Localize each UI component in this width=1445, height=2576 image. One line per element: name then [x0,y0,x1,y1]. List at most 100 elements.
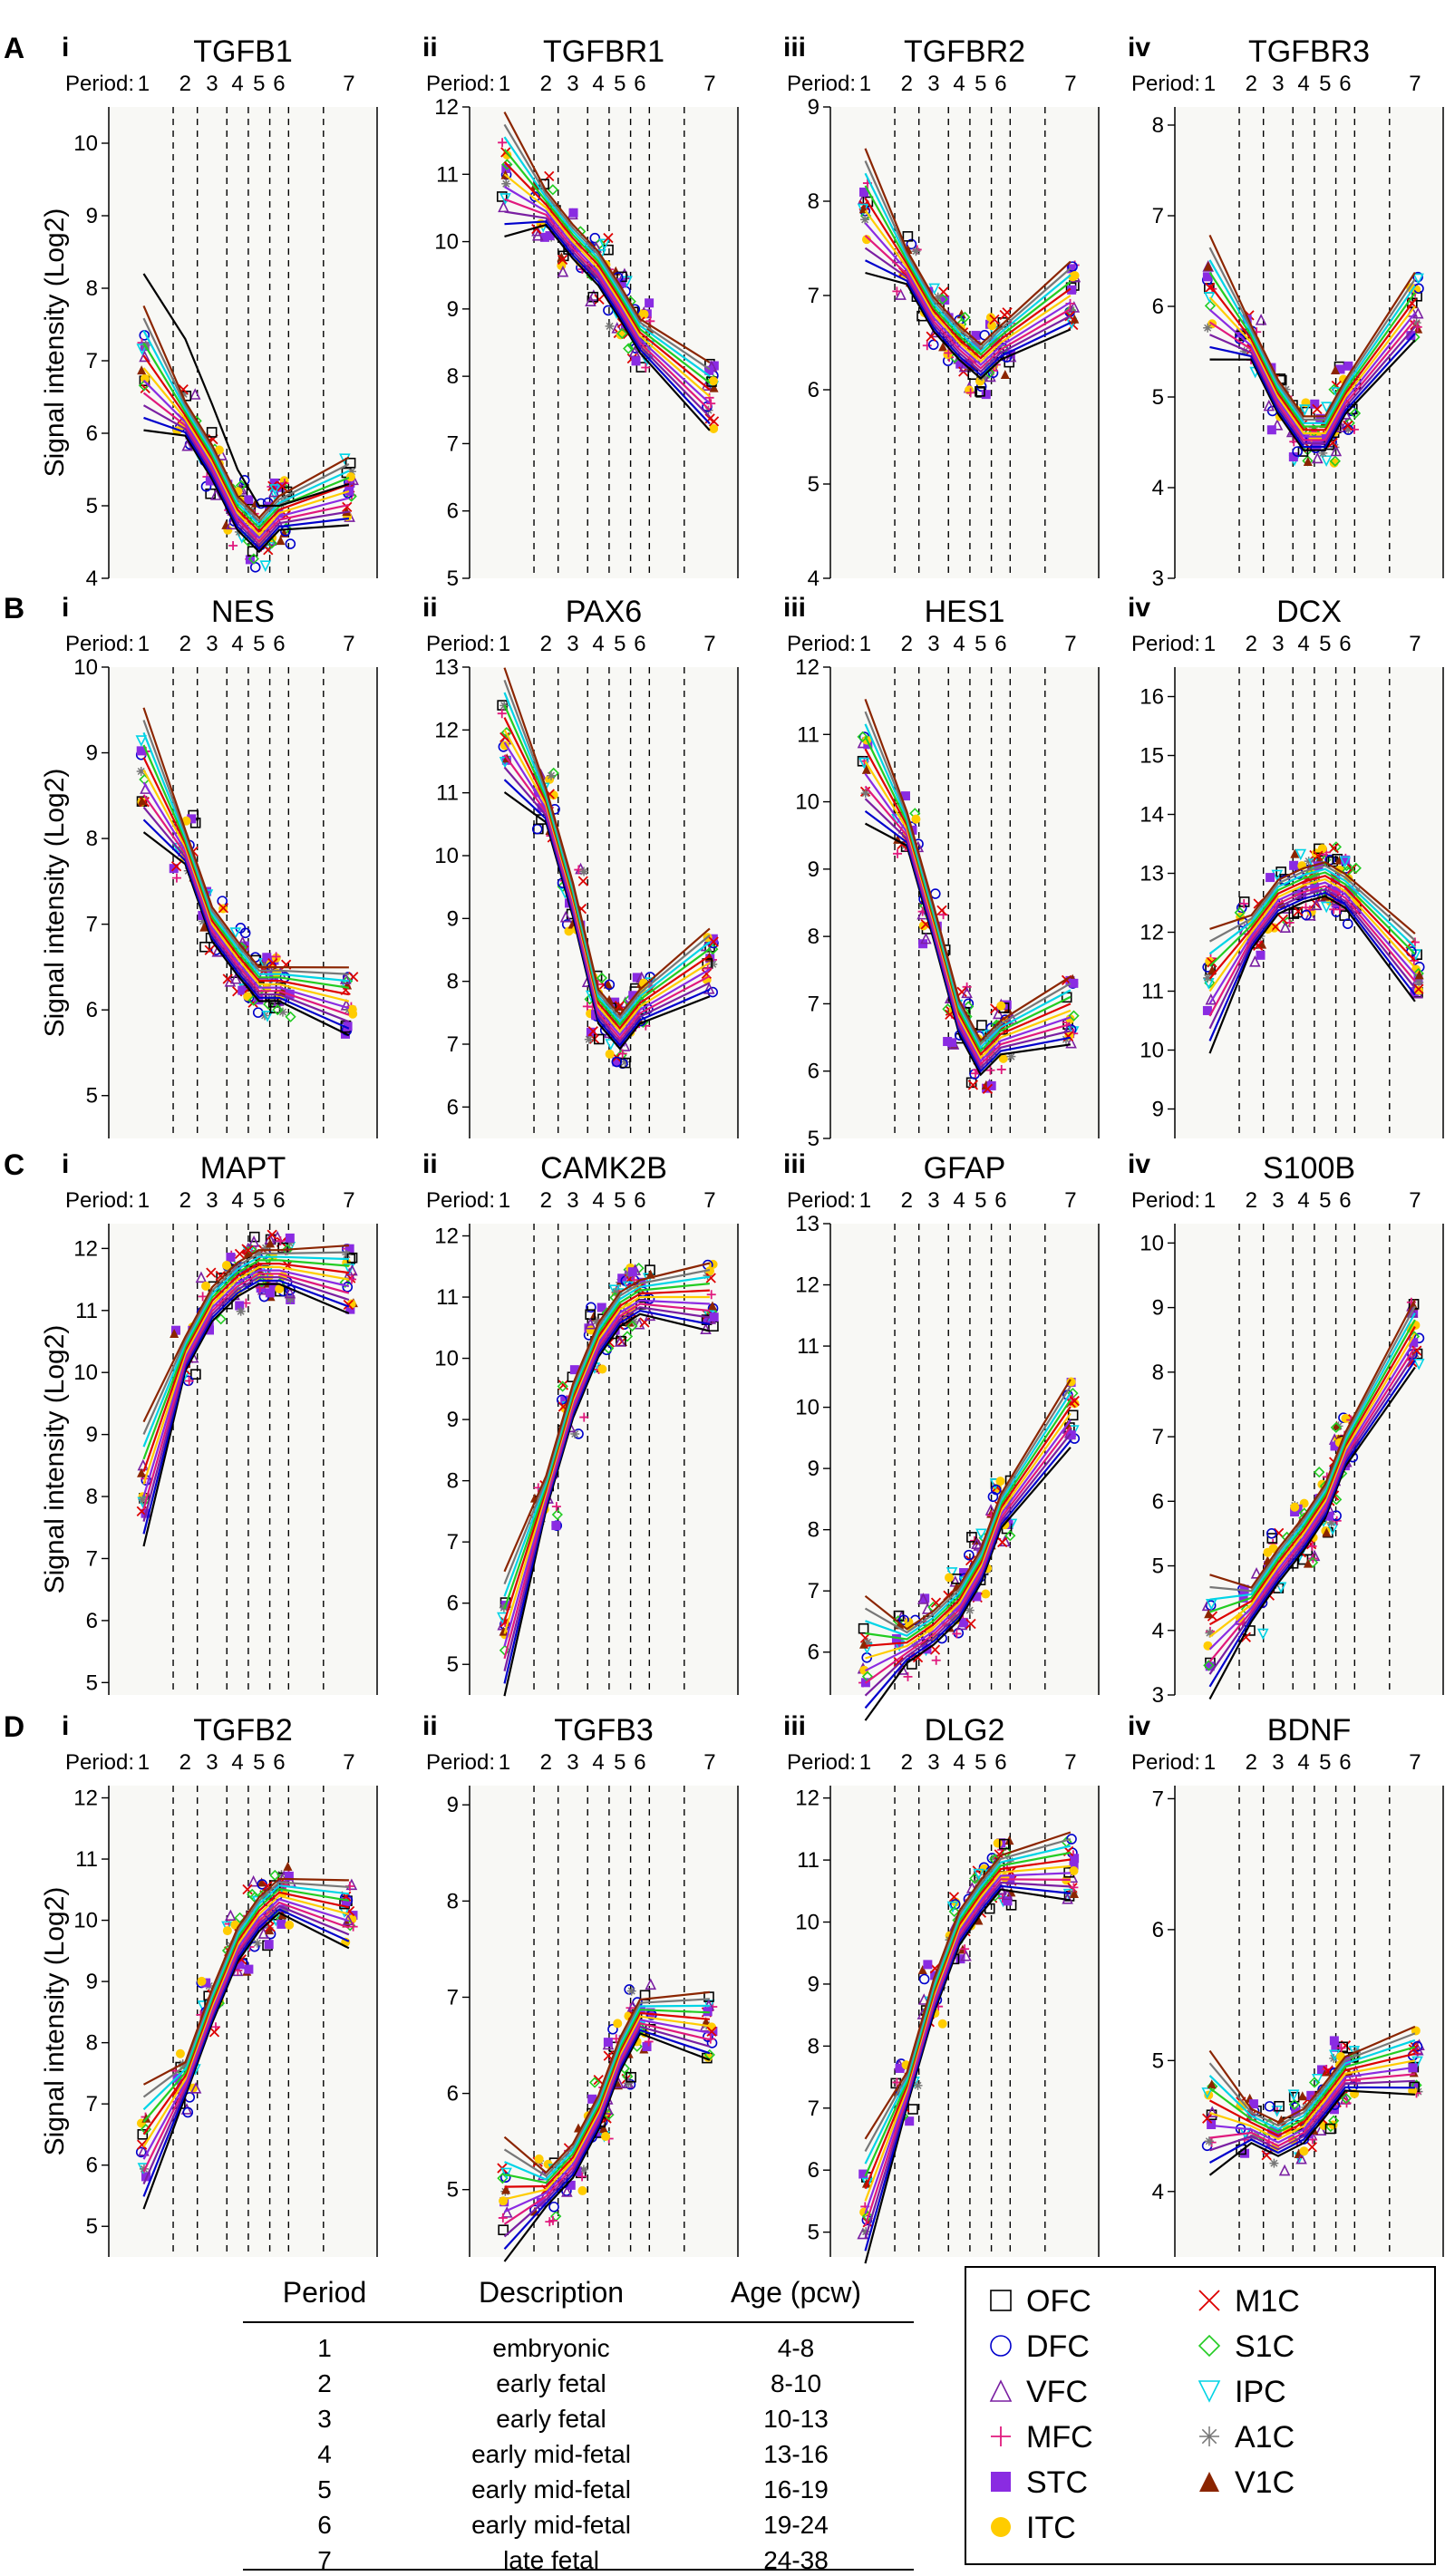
panel-title: TGFB2 [193,1713,293,1748]
series-line-v1c [1209,1299,1416,1589]
y-tick-label: 10 [73,131,98,156]
marker-ipc [136,344,149,355]
period-tick-3: 3 [206,1750,218,1775]
series-line-mfc [864,235,1072,370]
marker-m1c [557,254,568,266]
y-tick-label: 6 [86,1609,98,1633]
period-tick-2: 2 [901,632,913,656]
period-tick-6: 6 [1339,1188,1351,1213]
table-cell: early mid-fetal [471,2511,631,2539]
y-tick-label: 11 [75,1299,98,1323]
period-tick-6: 6 [994,1188,1006,1213]
marker-itc [577,2185,587,2195]
marker-s1c [247,553,259,565]
marker-itc [1317,844,1327,854]
marker-stc [551,1521,561,1531]
legend-item-m1c: M1C [1198,2284,1300,2319]
series-line-ipc [1209,1312,1416,1601]
marker-a1c [579,867,589,876]
marker-ofc [1275,867,1286,877]
series-line-vfc [864,247,1072,373]
marker-s1c [269,1869,281,1882]
series-line-m1c [1208,1326,1416,1626]
marker-mfc [1069,1883,1079,1893]
series-line-stc [504,2019,711,2213]
series-line-a1c [142,720,349,975]
marker-m1c [593,2075,604,2086]
marker-s1c [948,1905,960,1918]
marker-dfc [589,232,601,244]
series-line-s1c [1209,1319,1416,1613]
marker-ofc [1266,1533,1278,1544]
y-tick-label: 7 [808,2097,819,2121]
period-tick-5: 5 [253,1750,265,1775]
marker-s1c [621,1331,634,1342]
series-line-dfc [142,818,350,1030]
y-tick-label: 6 [447,1592,459,1616]
marker-vfc [897,1663,908,1675]
marker-v1c [137,365,147,375]
period-tick-4: 4 [592,72,604,96]
marker-ipc [608,1284,621,1296]
series-line-mfc [503,2021,711,2225]
marker-ofc [862,196,874,208]
marker-a1c [1199,2426,1219,2446]
series-line-mfc [142,392,350,544]
y-tick-label: 10 [73,655,98,680]
series-line-ofc [143,429,349,554]
y-tick-label: 8 [1152,1361,1164,1385]
marker-mfc [965,388,975,398]
marker-stc [612,1057,622,1067]
y-tick-label: 6 [808,1641,819,1665]
y-tick-label: 7 [86,913,98,937]
series-line-mfc [1208,1346,1416,1663]
marker-dfc [499,2172,511,2184]
marker-stc [1238,1593,1248,1603]
marker-stc [238,985,247,995]
period-tick-6: 6 [273,632,285,656]
marker-stc [632,973,642,983]
series-line-vfc [503,2025,711,2238]
series-line-ofc [1209,339,1416,451]
y-tick-label: 9 [447,1408,459,1432]
marker-stc [701,1314,711,1324]
marker-m1c [989,314,1000,325]
marker-s1c [501,159,513,170]
period-tick-2: 2 [540,1188,552,1213]
period-tick-2: 2 [901,1188,913,1213]
y-tick-label: 11 [75,1847,98,1872]
period-tick-6: 6 [994,632,1006,656]
marker-ipc [1320,455,1333,468]
series-line-a1c [1208,864,1416,943]
marker-itc [175,2048,185,2058]
series-line-s1c [1208,271,1416,428]
marker-vfc [703,983,715,994]
marker-v1c [1332,1420,1342,1430]
series-line-m1c [142,1263,350,1472]
marker-itc [613,2019,623,2029]
marker-stc [341,1896,351,1906]
marker-stc [708,934,718,944]
marker-vfc [557,265,569,277]
series-line-vfc [142,806,350,1023]
period-tick-2: 2 [179,1750,191,1775]
marker-vfc [920,932,932,944]
marker-stc [1341,855,1351,865]
marker-ofc [344,457,356,469]
marker-stc [1069,978,1079,988]
marker-a1c [286,1294,296,1304]
marker-stc [631,356,641,366]
marker-ofc [593,1033,605,1045]
plot-area [1175,1224,1443,1695]
period-tick-1: 1 [859,632,871,656]
marker-itc [996,1001,1006,1011]
series-line-stc [864,222,1072,366]
marker-dfc [927,339,939,351]
marker-ipc [135,735,148,747]
marker-s1c [623,343,635,354]
period-label: Period: [787,1750,856,1775]
